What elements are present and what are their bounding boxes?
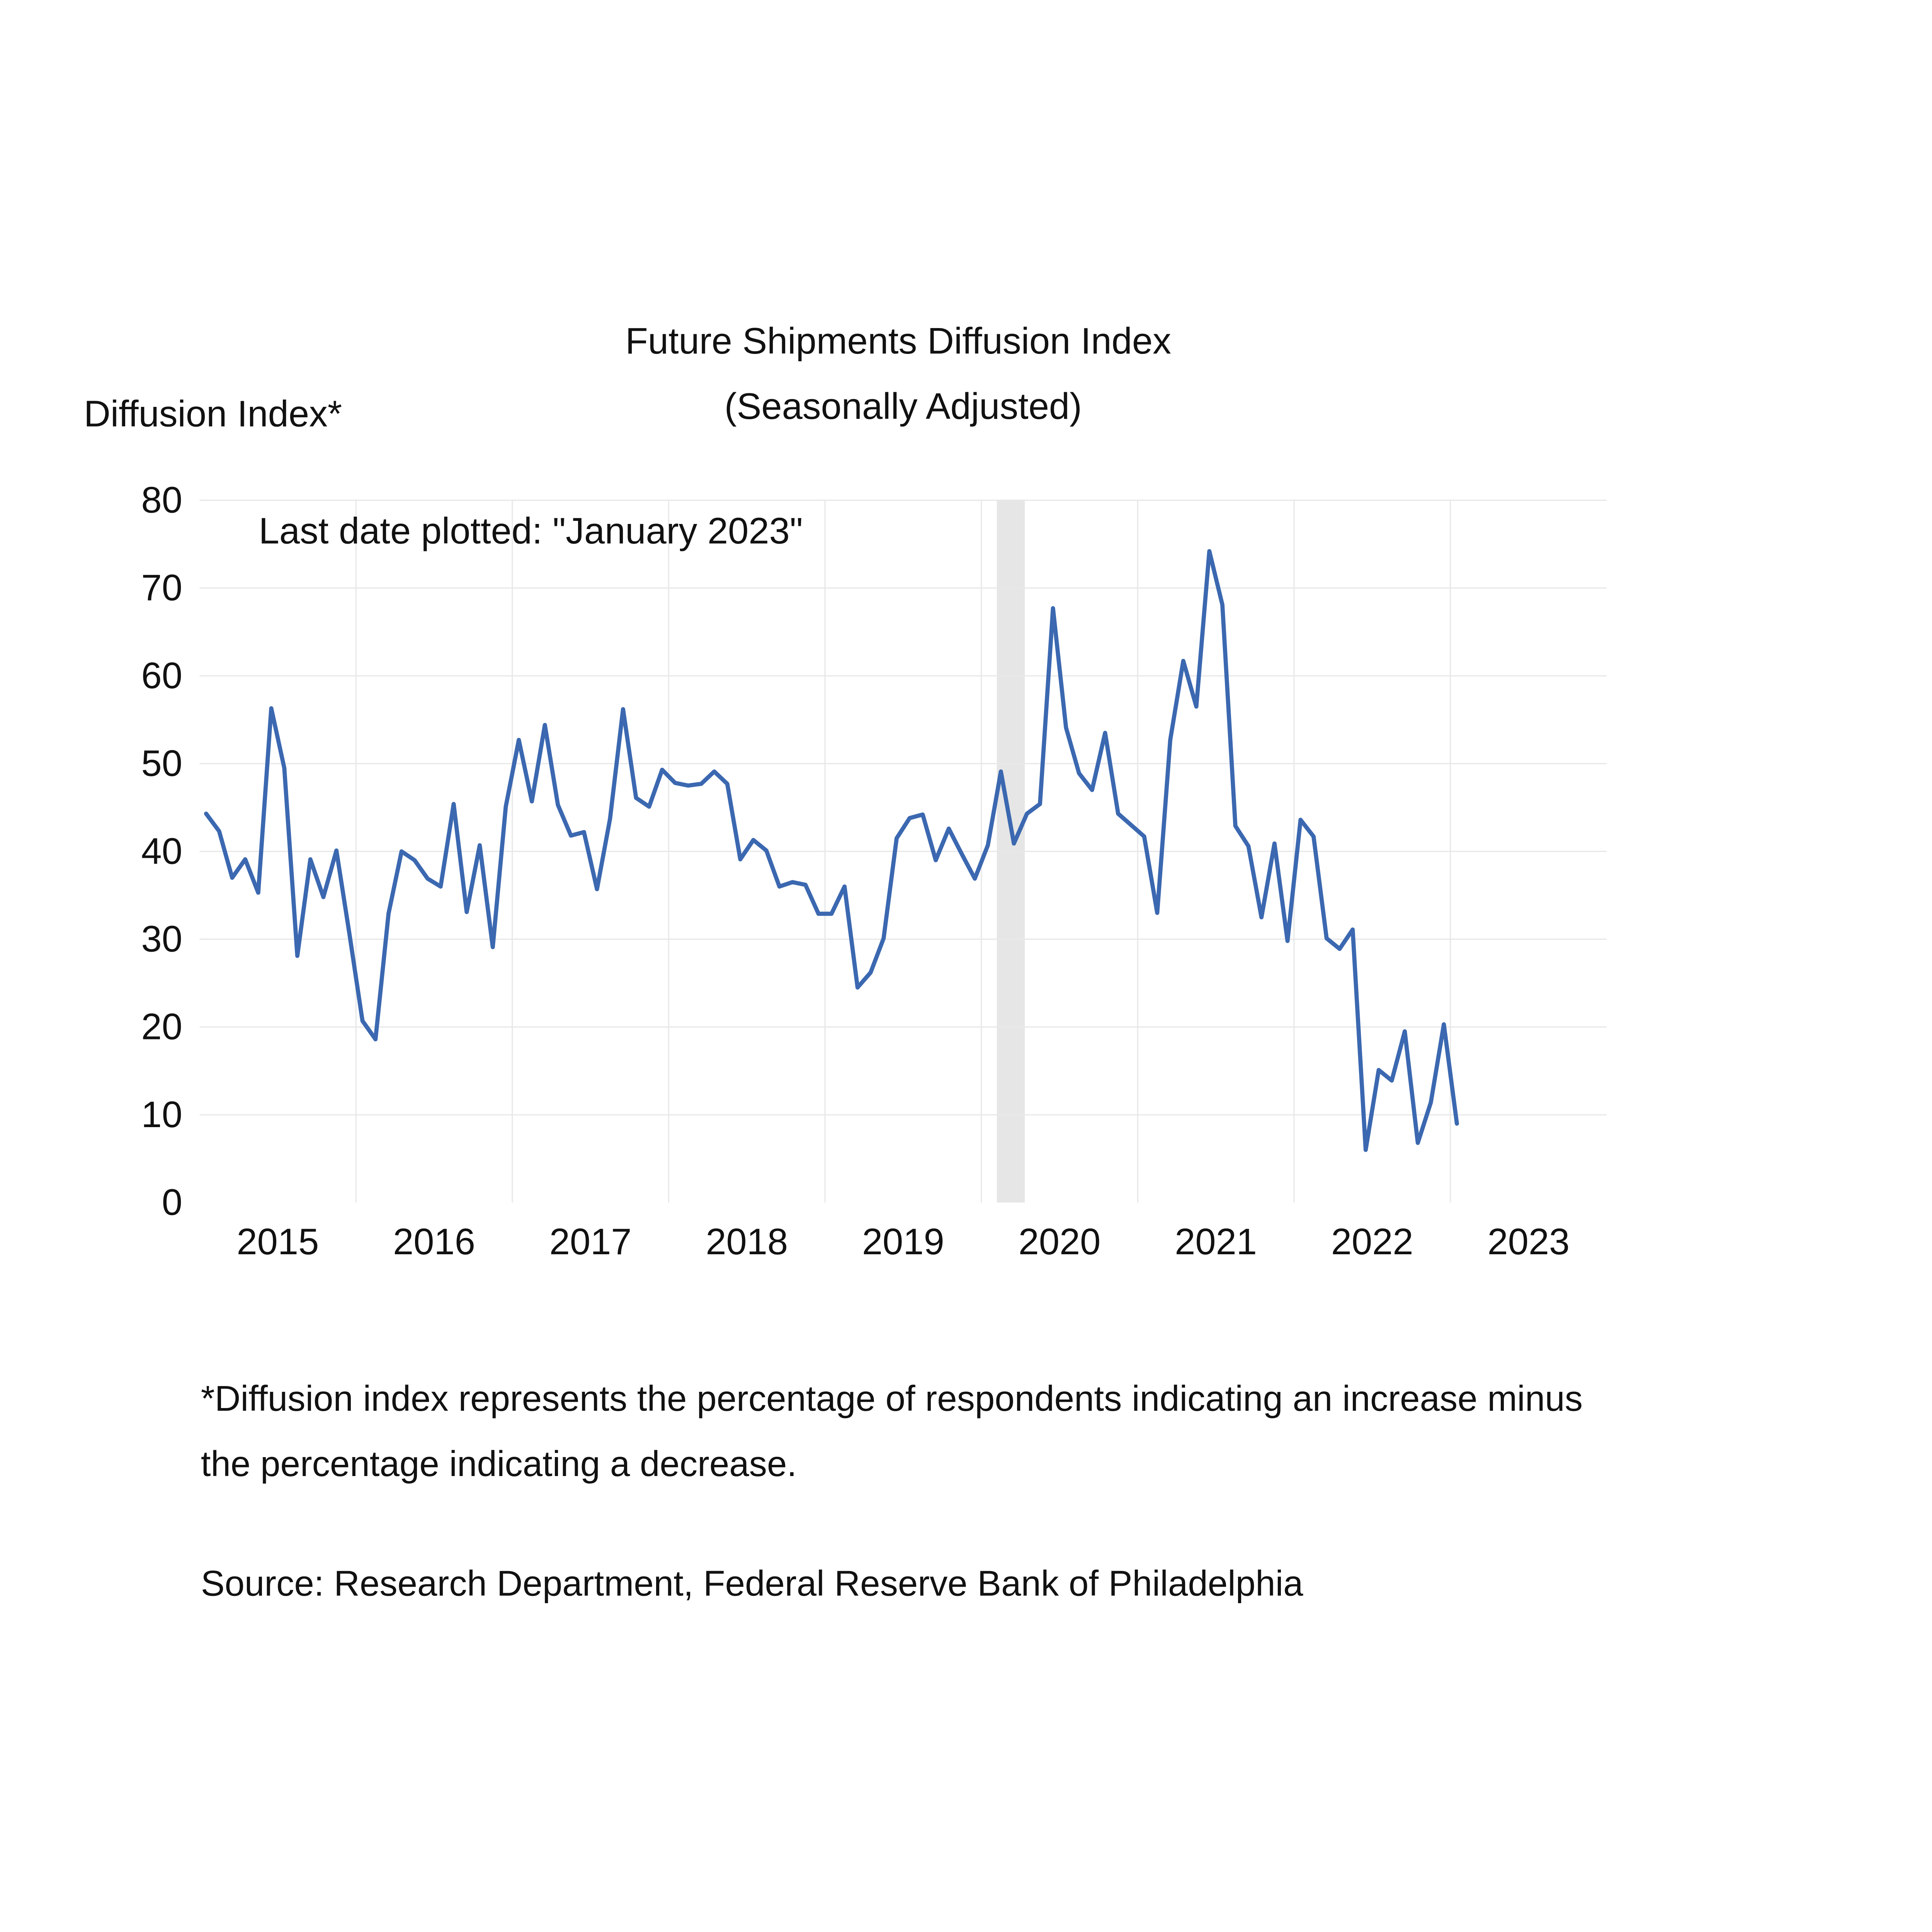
x-tick-label: 2017 <box>549 1221 632 1262</box>
footnote: *Diffusion index represents the percenta… <box>201 1368 1877 1498</box>
x-tick-label: 2022 <box>1331 1221 1413 1262</box>
x-tick-label: 2023 <box>1487 1221 1570 1262</box>
y-tick-label: 40 <box>141 830 182 872</box>
y-tick-label: 70 <box>141 567 182 609</box>
x-tick-label: 2016 <box>393 1221 475 1262</box>
last-date-annotation: Last date plotted: "January 2023" <box>259 510 803 551</box>
x-tick-label: 2021 <box>1175 1221 1257 1262</box>
y-tick-label: 0 <box>162 1182 182 1223</box>
series-line <box>204 549 1459 1152</box>
y-axis-label: Diffusion Index* <box>84 393 342 434</box>
x-tick-label: 2020 <box>1019 1221 1101 1262</box>
source-note: Source: Research Department, Federal Res… <box>201 1565 1303 1604</box>
chart-title: Future Shipments Diffusion Index <box>625 320 1171 362</box>
y-tick-label: 30 <box>141 918 182 960</box>
y-tick-label: 80 <box>141 480 182 521</box>
footnote-line: *Diffusion index represents the percenta… <box>201 1380 1583 1420</box>
y-tick-label: 50 <box>141 743 182 784</box>
footnote-line: the percentage indicating a decrease. <box>201 1445 797 1485</box>
x-tick-label: 2018 <box>706 1221 788 1262</box>
chart-subtitle: (Seasonally Adjusted) <box>724 386 1082 427</box>
y-tick-label: 20 <box>141 1006 182 1048</box>
x-tick-label: 2019 <box>862 1221 944 1262</box>
x-tick-label: 2015 <box>236 1221 319 1262</box>
y-tick-label: 10 <box>141 1094 182 1135</box>
y-tick-label: 60 <box>141 655 182 696</box>
